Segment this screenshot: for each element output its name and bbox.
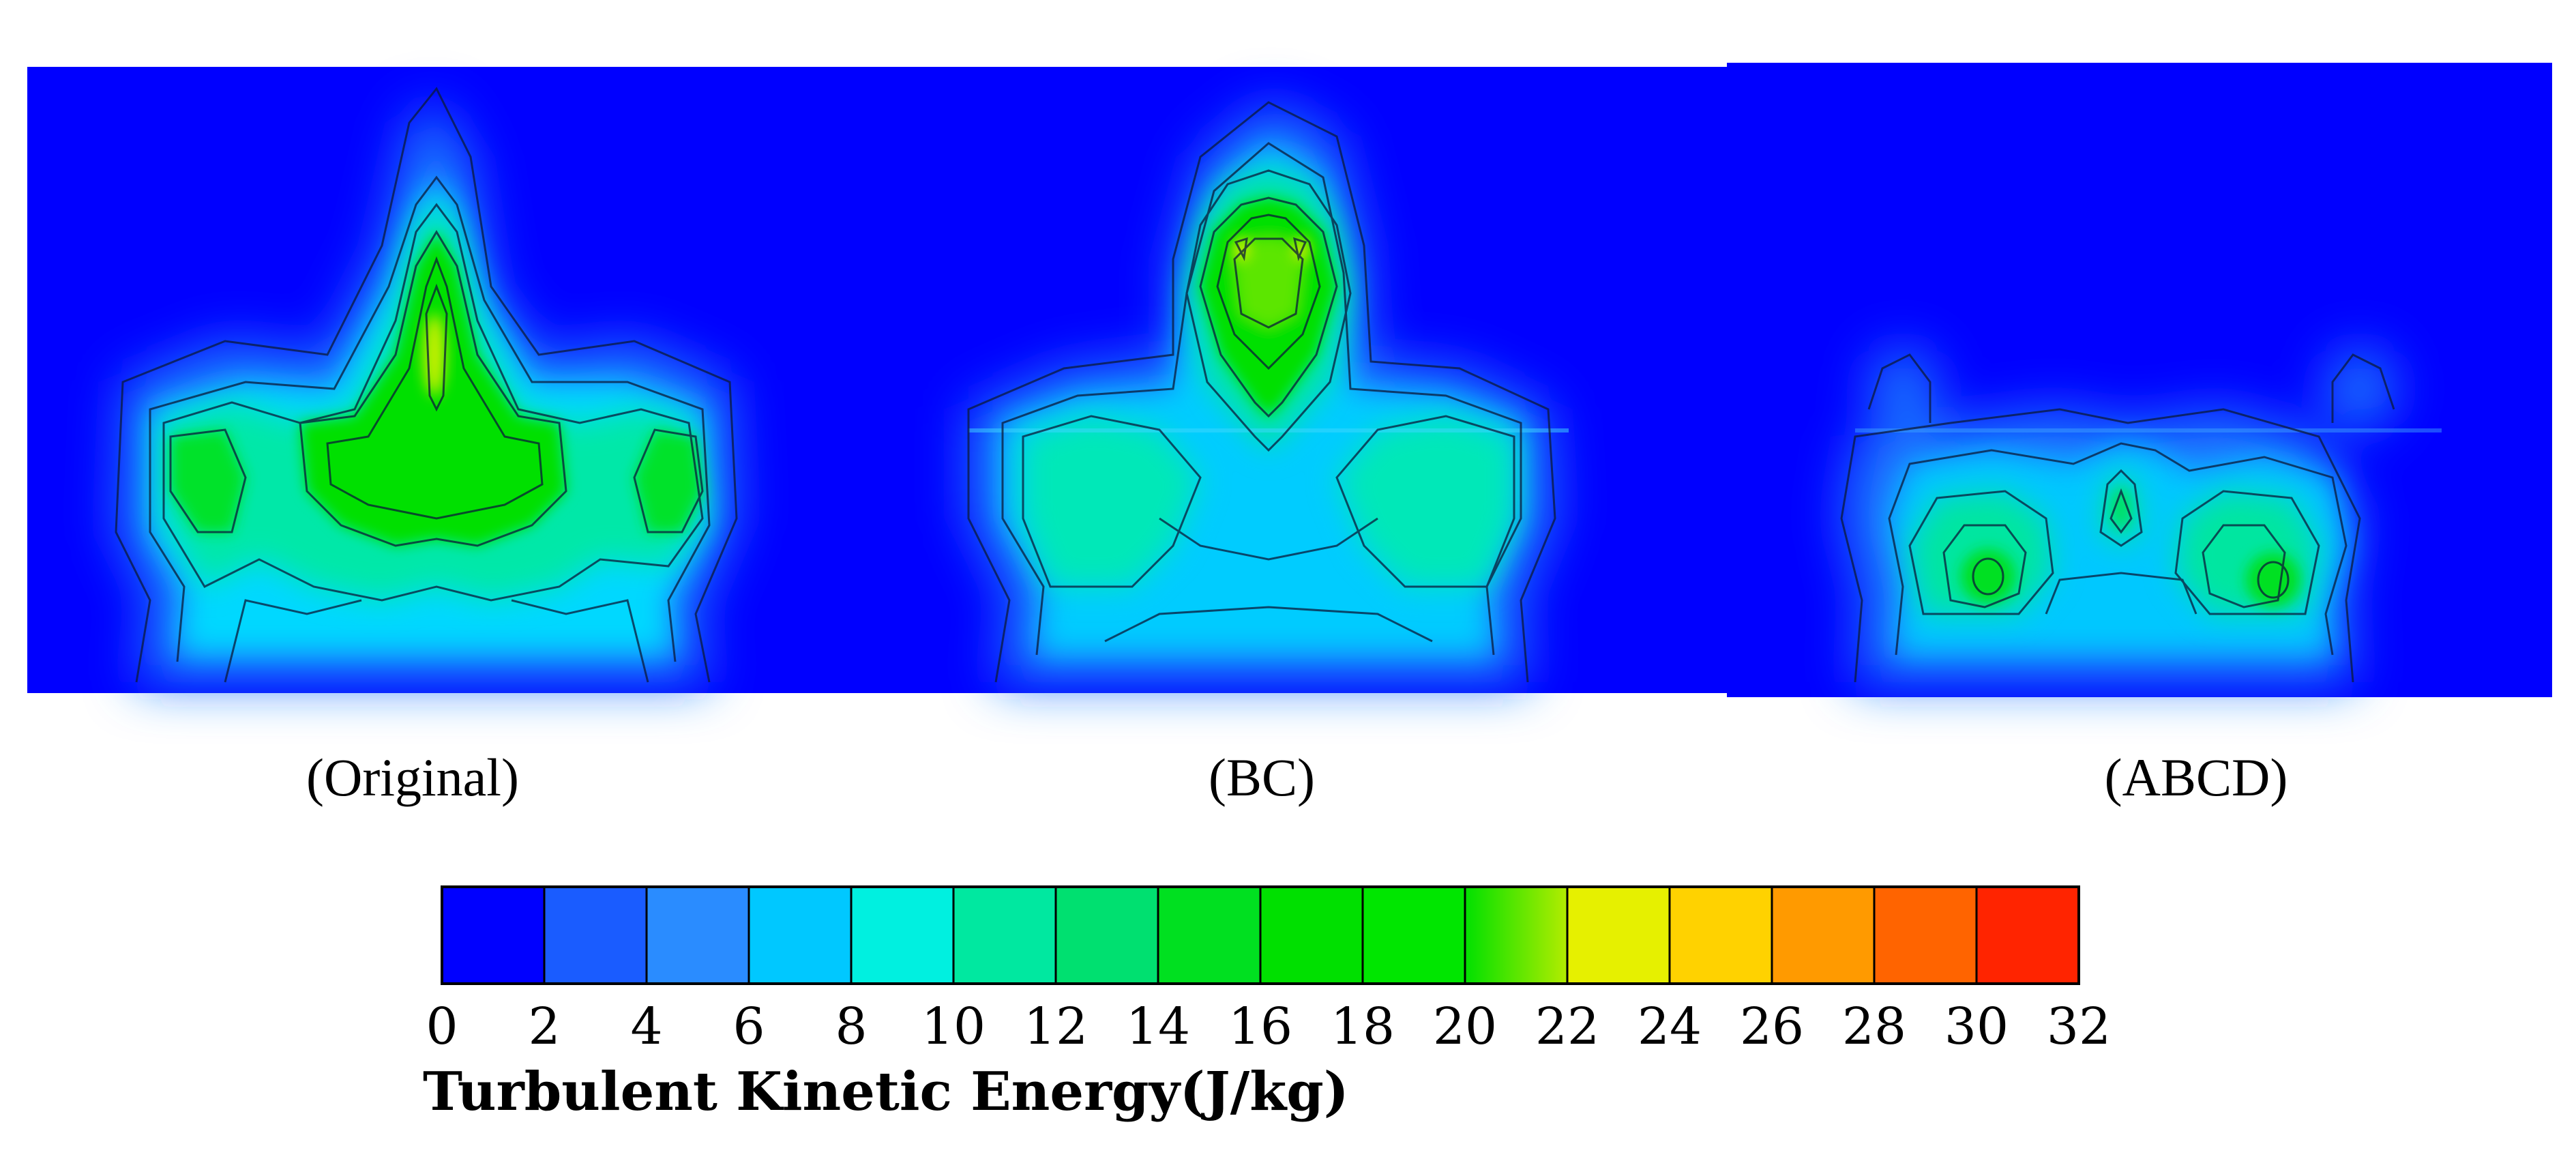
colorbar-tick-label: 2 bbox=[528, 997, 560, 1056]
colorbar-tick-label: 16 bbox=[1228, 997, 1292, 1056]
abcd-green-core bbox=[1961, 488, 2300, 607]
caption-original: (Original) bbox=[306, 748, 519, 807]
colorbar-band bbox=[442, 887, 545, 984]
colorbar-tick-label: 28 bbox=[1842, 997, 1906, 1056]
colorbar-title: Turbulent Kinetic Energy(J/kg) bbox=[423, 1061, 1349, 1123]
colorbar-band bbox=[749, 887, 852, 984]
caption-bc: (BC) bbox=[1209, 748, 1315, 807]
colorbar-tick-label: 30 bbox=[1944, 997, 2009, 1056]
colorbar-band bbox=[1056, 887, 1159, 984]
colorbar-tick-label: 4 bbox=[630, 997, 662, 1056]
colorbar-tick-label: 12 bbox=[1024, 997, 1088, 1056]
colorbar-band bbox=[1772, 887, 1875, 984]
colorbar-tick-label: 24 bbox=[1638, 997, 1702, 1056]
caption-abcd: (ABCD) bbox=[2104, 748, 2288, 807]
colorbar-band bbox=[544, 887, 647, 984]
colorbar-tick-label: 0 bbox=[426, 997, 458, 1056]
colorbar-border bbox=[441, 885, 2080, 985]
colorbar-band bbox=[1363, 887, 1466, 984]
colorbar-tick-label: 6 bbox=[732, 997, 765, 1056]
colorbar-band bbox=[1465, 887, 1568, 984]
colorbar-tick-label: 20 bbox=[1433, 997, 1497, 1056]
colorbar-tick-label: 14 bbox=[1126, 997, 1190, 1056]
panel-bc bbox=[859, 67, 1727, 693]
colorbar-band bbox=[1567, 887, 1670, 984]
abcd-seam bbox=[1855, 428, 2442, 432]
bc-contours bbox=[967, 101, 1556, 683]
panel-original bbox=[27, 67, 859, 693]
colorbar-tick-label: 18 bbox=[1331, 997, 1395, 1056]
colorbar-band bbox=[1977, 887, 2079, 984]
colorbar-tick-label: 26 bbox=[1740, 997, 1804, 1056]
colorbar-tick-label: 8 bbox=[835, 997, 867, 1056]
original-contours bbox=[115, 87, 738, 683]
colorbar-band bbox=[851, 887, 954, 984]
bc-seam bbox=[968, 428, 1569, 432]
panel-abcd bbox=[1727, 63, 2552, 697]
colorbar-band bbox=[1260, 887, 1363, 984]
colorbar-band bbox=[1874, 887, 1977, 984]
colorbar-tick-label: 32 bbox=[2047, 997, 2111, 1056]
colorbar-band bbox=[1158, 887, 1261, 984]
colorbar-tick-label: 10 bbox=[921, 997, 986, 1056]
colorbar-band bbox=[953, 887, 1056, 984]
colorbar-tick-label: 22 bbox=[1535, 997, 1599, 1056]
colorbar-band bbox=[647, 887, 750, 984]
abcd-contours bbox=[1840, 353, 2395, 683]
colorbar-band bbox=[1670, 887, 1773, 984]
